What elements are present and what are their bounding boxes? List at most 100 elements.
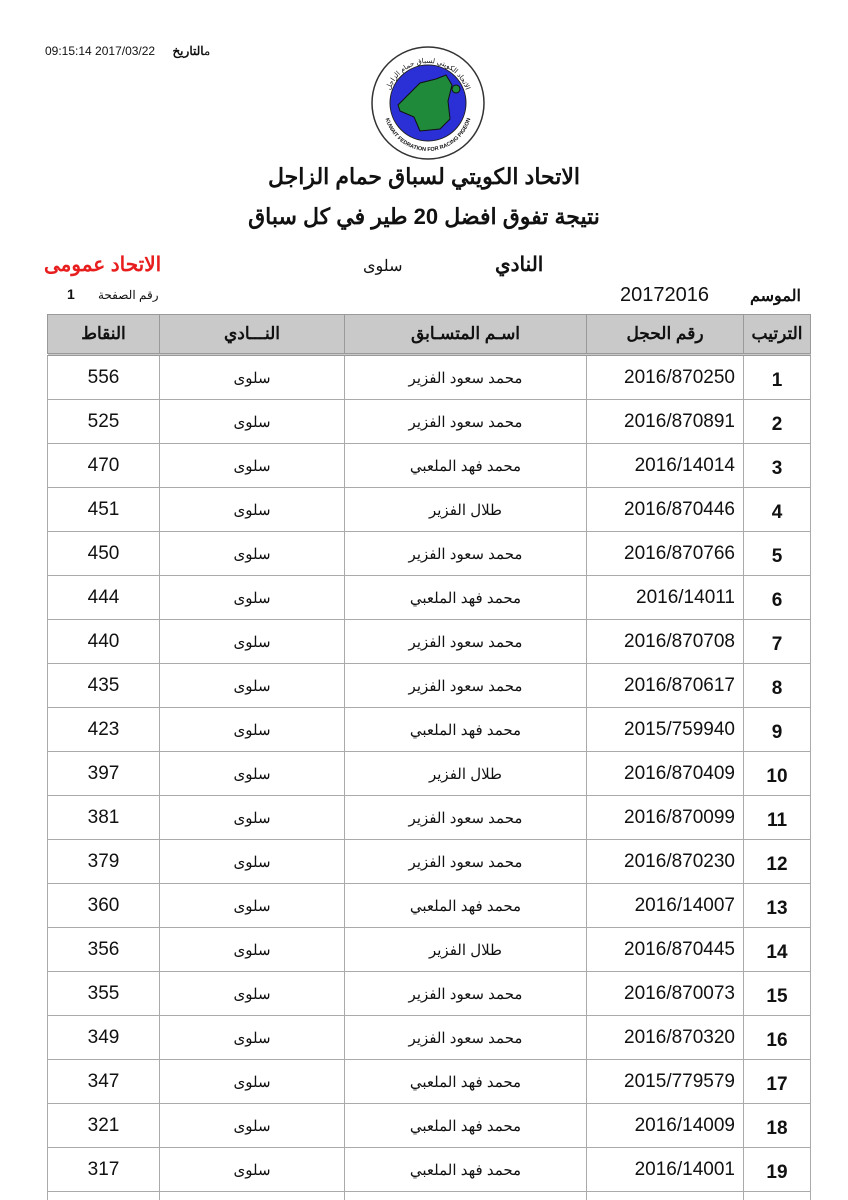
cell-points: 381	[47, 795, 160, 840]
table-row: 12 2016/870230 محمد سعود الفزير سلوى 379	[47, 839, 811, 884]
cell-club: سلوى	[159, 1147, 345, 1192]
col-ring: رقم الحجل	[586, 314, 744, 356]
cell-club: سلوى	[159, 751, 345, 796]
cell-ring: 2016/870250	[586, 354, 744, 400]
cell-name: محمد سعود الفزير	[344, 354, 587, 400]
print-date: 09:15:14 2017/03/22 مالتاريخ	[45, 44, 210, 58]
cell-ring: 2016/14014	[586, 443, 744, 488]
cell-ring: 2016/870445	[586, 927, 744, 972]
cell-club: سلوى	[159, 1059, 345, 1104]
cell-rank: 15	[743, 971, 811, 1016]
cell-club: سلوى	[159, 1015, 345, 1060]
cell-points: 525	[47, 399, 160, 444]
table-row: 18 2016/14009 محمد فهد الملعبي سلوى 321	[47, 1103, 811, 1148]
page-number-value: 1	[67, 286, 75, 302]
cell-points: 309	[47, 1191, 160, 1200]
cell-ring: 2016/14007	[586, 883, 744, 928]
cell-name: محمد فهد الملعبي	[344, 1059, 587, 1104]
cell-rank: 19	[743, 1147, 811, 1192]
cell-club: سلوى	[159, 531, 345, 576]
col-club: النـــادي	[159, 314, 345, 356]
cell-rank: 11	[743, 795, 811, 840]
table-row: 2 2016/870891 محمد سعود الفزير سلوى 525	[47, 399, 811, 444]
cell-rank: 16	[743, 1015, 811, 1060]
cell-club: سلوى	[159, 927, 345, 972]
cell-name: طلال الفزير	[344, 487, 587, 532]
table-row: 13 2016/14007 محمد فهد الملعبي سلوى 360	[47, 883, 811, 928]
table-row: 1 2016/870250 محمد سعود الفزير سلوى 556	[47, 354, 811, 400]
col-name: اسـم المتسـابق	[344, 314, 587, 356]
date-value: 09:15:14 2017/03/22 م	[45, 44, 211, 58]
season-label: الموسم	[750, 288, 801, 305]
cell-points: 556	[47, 354, 160, 400]
cell-name: محمد فهد الملعبي	[344, 1103, 587, 1148]
cell-points: 451	[47, 487, 160, 532]
cell-ring: 2016/870891	[586, 399, 744, 444]
table-row: 202016/870713محمد سعود الفزيرسلوى309	[47, 1191, 811, 1200]
cell-ring: 2016/870766	[586, 531, 744, 576]
cell-name: محمد فهد الملعبي	[344, 707, 587, 752]
page-subtitle: نتيجة تفوق افضل 20 طير في كل سباق	[248, 204, 600, 229]
cell-points: 355	[47, 971, 160, 1016]
date-label: التاريخ	[172, 44, 204, 58]
cell-name: محمد فهد الملعبي	[344, 575, 587, 620]
cell-points: 321	[47, 1103, 160, 1148]
table-row: 6 2016/14011 محمد فهد الملعبي سلوى 444	[47, 575, 811, 620]
cell-rank: 12	[743, 839, 811, 884]
table-row: 9 2015/759940 محمد فهد الملعبي سلوى 423	[47, 707, 811, 752]
cell-club: سلوى	[159, 971, 345, 1016]
table-row: 4 2016/870446 طلال الفزير سلوى 451	[47, 487, 811, 532]
cell-name: محمد سعود الفزير	[344, 839, 587, 884]
cell-club: سلوى	[159, 1103, 345, 1148]
cell-rank: 17	[743, 1059, 811, 1104]
cell-name: محمد سعود الفزير	[344, 1015, 587, 1060]
cell-points: 444	[47, 575, 160, 620]
cell-name: طلال الفزير	[344, 927, 587, 972]
page-number-label: رقم الصفحة	[98, 288, 159, 302]
cell-rank: 6	[743, 575, 811, 620]
season-value: 20172016	[620, 284, 709, 306]
cell-rank: 5	[743, 531, 811, 576]
cell-rank: 9	[743, 707, 811, 752]
cell-name: محمد فهد الملعبي	[344, 1147, 587, 1192]
table-row: 14 2016/870445 طلال الفزير سلوى 356	[47, 927, 811, 972]
cell-points: 397	[47, 751, 160, 796]
cell-rank: 13	[743, 883, 811, 928]
cell-rank: 2	[743, 399, 811, 444]
cell-points: 435	[47, 663, 160, 708]
cell-rank: 20	[743, 1191, 811, 1200]
cell-ring: 2016/870708	[586, 619, 744, 664]
cell-ring: 2016/870617	[586, 663, 744, 708]
cell-ring: 2016/870446	[586, 487, 744, 532]
cell-club: سلوى	[159, 487, 345, 532]
cell-points: 450	[47, 531, 160, 576]
cell-name: طلال الفزير	[344, 751, 587, 796]
table-header-row: الترتيب رقم الحجل اسـم المتسـابق النـــا…	[47, 314, 811, 356]
cell-club: سلوى	[159, 399, 345, 444]
cell-ring: 2016/870230	[586, 839, 744, 884]
cell-ring: 2016/870409	[586, 751, 744, 796]
cell-club: سلوى	[159, 839, 345, 884]
cell-club: سلوى	[159, 795, 345, 840]
cell-points: 440	[47, 619, 160, 664]
club-value: سلوى	[363, 258, 403, 275]
cell-points: 360	[47, 883, 160, 928]
cell-ring: 2016/14011	[586, 575, 744, 620]
table-row: 11 2016/870099 محمد سعود الفزير سلوى 381	[47, 795, 811, 840]
cell-points: 379	[47, 839, 160, 884]
cell-name: محمد فهد الملعبي	[344, 883, 587, 928]
cell-points: 470	[47, 443, 160, 488]
table-row: 10 2016/870409 طلال الفزير سلوى 397	[47, 751, 811, 796]
cell-rank: 18	[743, 1103, 811, 1148]
cell-ring: 2016/14001	[586, 1147, 744, 1192]
page-title: الاتحاد الكويتي لسباق حمام الزاجل	[267, 164, 581, 189]
col-rank: الترتيب	[743, 314, 811, 356]
cell-name: محمد سعود الفزير	[344, 971, 587, 1016]
cell-points: 349	[47, 1015, 160, 1060]
cell-rank: 14	[743, 927, 811, 972]
cell-ring: 2015/779579	[586, 1059, 744, 1104]
table-row: 8 2016/870617 محمد سعود الفزير سلوى 435	[47, 663, 811, 708]
cell-name: محمد سعود الفزير	[344, 619, 587, 664]
cell-ring: 2016/14009	[586, 1103, 744, 1148]
cell-club: سلوى	[159, 354, 345, 400]
